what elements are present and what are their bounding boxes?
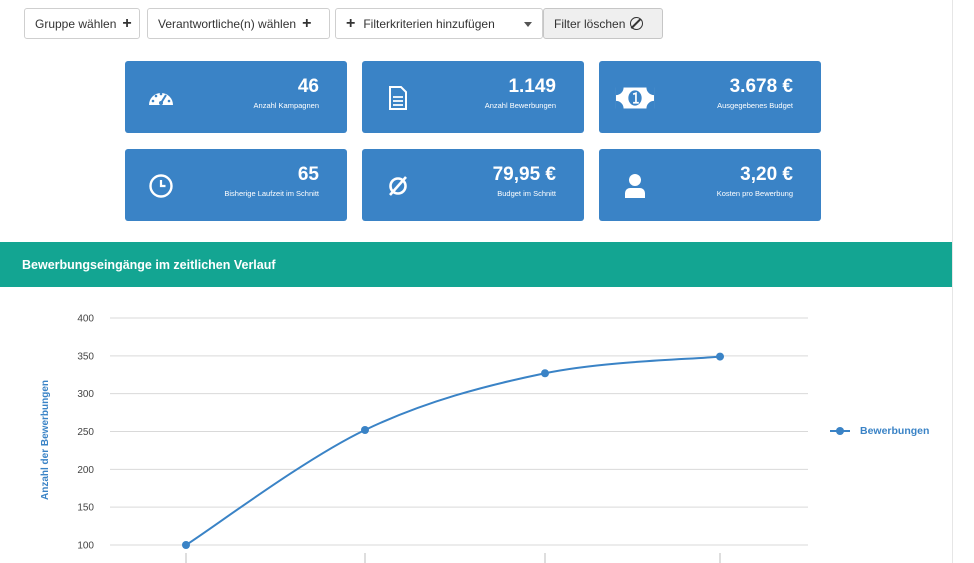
- filter-criteria-dropdown[interactable]: + Filterkriterien hinzufügen: [335, 8, 543, 39]
- money-icon: [615, 85, 655, 111]
- clock-icon: [147, 173, 175, 199]
- plus-icon: +: [302, 14, 312, 32]
- stat-value: 79,95 €: [492, 164, 556, 185]
- y-tick-label: 300: [77, 389, 94, 400]
- stat-value: 1.149: [508, 76, 556, 97]
- stat-card-runtime: 65 Bisherige Laufzeit im Schnitt: [125, 149, 347, 221]
- caret-down-icon: [524, 22, 532, 27]
- document-icon: [384, 85, 412, 111]
- clear-filter-label: Filter löschen: [554, 16, 626, 31]
- stat-card-campaigns: 46 Anzahl Kampagnen: [125, 61, 347, 133]
- average-icon: [384, 173, 412, 199]
- y-tick-label: 350: [77, 351, 94, 362]
- y-tick-label: 100: [77, 541, 94, 552]
- chart-legend[interactable]: Bewerbungen: [830, 425, 929, 437]
- data-point[interactable]: [716, 352, 724, 361]
- y-tick-label: 400: [77, 314, 94, 325]
- clear-filter-button[interactable]: Filter löschen: [543, 8, 663, 39]
- plus-icon: +: [122, 14, 132, 32]
- scroll-divider: [952, 0, 953, 563]
- responsible-select-button[interactable]: Verantwortliche(n) wählen +: [147, 8, 330, 39]
- stat-card-cost-per-application: 3,20 € Kosten pro Bewerbung: [599, 149, 821, 221]
- plus-icon: +: [346, 14, 356, 32]
- group-select-button[interactable]: Gruppe wählen +: [24, 8, 140, 39]
- stat-value: 65: [297, 164, 319, 185]
- stat-card-budget: 3.678 € Ausgegebenes Budget: [599, 61, 821, 133]
- stat-label: Ausgegebenes Budget: [717, 101, 793, 110]
- stat-label: Kosten pro Bewerbung: [716, 189, 793, 198]
- stat-value: 46: [297, 76, 319, 97]
- data-point[interactable]: [541, 369, 549, 378]
- section-header: Bewerbungseingänge im zeitlichen Verlauf: [0, 242, 952, 287]
- user-icon: [621, 173, 649, 199]
- filter-criteria-label: Filterkriterien hinzufügen: [363, 16, 495, 31]
- responsible-select-label: Verantwortliche(n) wählen: [158, 16, 297, 31]
- y-tick-label: 150: [77, 503, 94, 514]
- speedometer-icon: [147, 85, 175, 111]
- data-point[interactable]: [361, 425, 369, 434]
- stat-label: Bisherige Laufzeit im Schnitt: [224, 189, 319, 198]
- section-title: Bewerbungseingänge im zeitlichen Verlauf: [22, 258, 276, 272]
- stat-value: 3.678 €: [729, 76, 793, 97]
- data-point[interactable]: [182, 541, 190, 549]
- chart-y-axis-label: Anzahl der Bewerbungen: [40, 379, 51, 500]
- stat-card-applications: 1.149 Anzahl Bewerbungen: [362, 61, 584, 133]
- group-select-label: Gruppe wählen: [35, 16, 117, 31]
- series-line-bewerbungen: [185, 355, 721, 546]
- legend-marker-icon: [830, 426, 850, 436]
- legend-label: Bewerbungen: [860, 425, 930, 437]
- stat-label: Anzahl Kampagnen: [253, 101, 319, 110]
- stat-value: 3,20 €: [740, 164, 793, 185]
- stat-label: Budget im Schnitt: [497, 189, 556, 198]
- y-tick-label: 200: [77, 465, 94, 476]
- prohibited-icon: [630, 17, 644, 30]
- stat-card-avg-budget: 79,95 € Budget im Schnitt: [362, 149, 584, 221]
- stat-label: Anzahl Bewerbungen: [484, 101, 556, 110]
- y-tick-label: 250: [77, 427, 94, 438]
